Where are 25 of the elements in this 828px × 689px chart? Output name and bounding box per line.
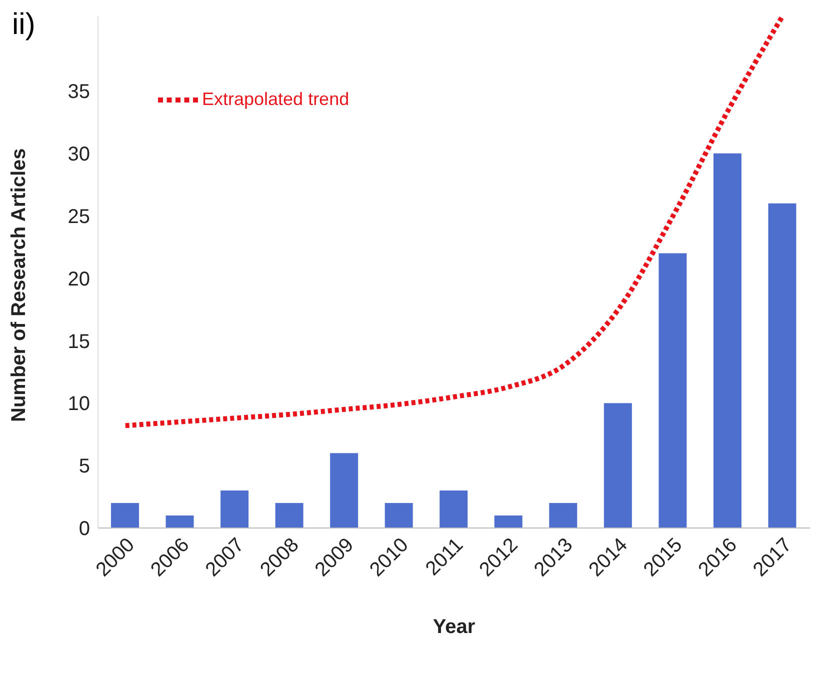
- y-tick-label: 20: [68, 268, 90, 290]
- y-tick-label: 5: [78, 456, 90, 478]
- legend-label: Extrapolated trend: [202, 88, 350, 109]
- y-tick-label: 25: [68, 206, 90, 228]
- bar: [768, 203, 796, 528]
- bar: [658, 253, 687, 528]
- bar: [220, 490, 249, 528]
- y-tick-label: 15: [68, 330, 90, 353]
- bar: [604, 403, 632, 528]
- x-axis-title: Year: [432, 616, 476, 638]
- bar: [166, 516, 194, 528]
- bar: [440, 490, 468, 528]
- y-tick-label: 0: [78, 518, 90, 540]
- y-tick-label: 35: [68, 81, 90, 104]
- chart-title: ii): [12, 8, 36, 42]
- y-axis-title: Number of Research Articles: [8, 148, 30, 422]
- bar: [275, 503, 304, 528]
- bar: [713, 153, 742, 528]
- bar: [494, 516, 522, 528]
- y-tick-label: 10: [68, 393, 90, 416]
- bar: [330, 453, 358, 528]
- bar: [549, 503, 578, 528]
- bar: [384, 503, 413, 528]
- y-tick-label: 30: [68, 143, 90, 166]
- bar: [111, 503, 139, 528]
